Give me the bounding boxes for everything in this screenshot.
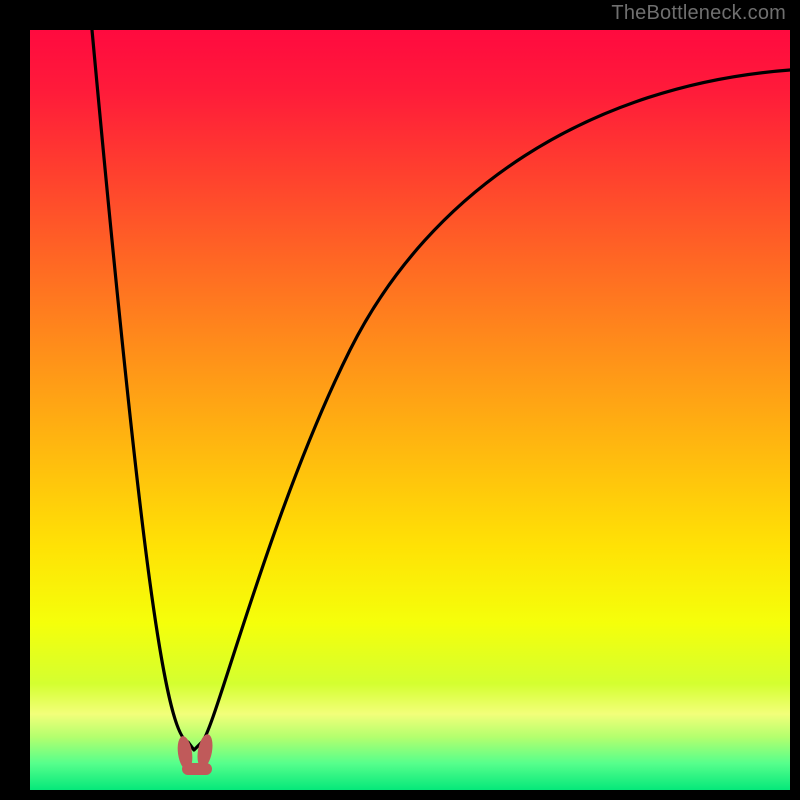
watermark-label: TheBottleneck.com <box>611 2 786 25</box>
chart-root: { "watermark": { "text": "TheBottleneck.… <box>0 0 800 800</box>
gradient-background <box>30 30 790 790</box>
plot-svg <box>30 30 790 790</box>
plot-area <box>30 30 790 790</box>
